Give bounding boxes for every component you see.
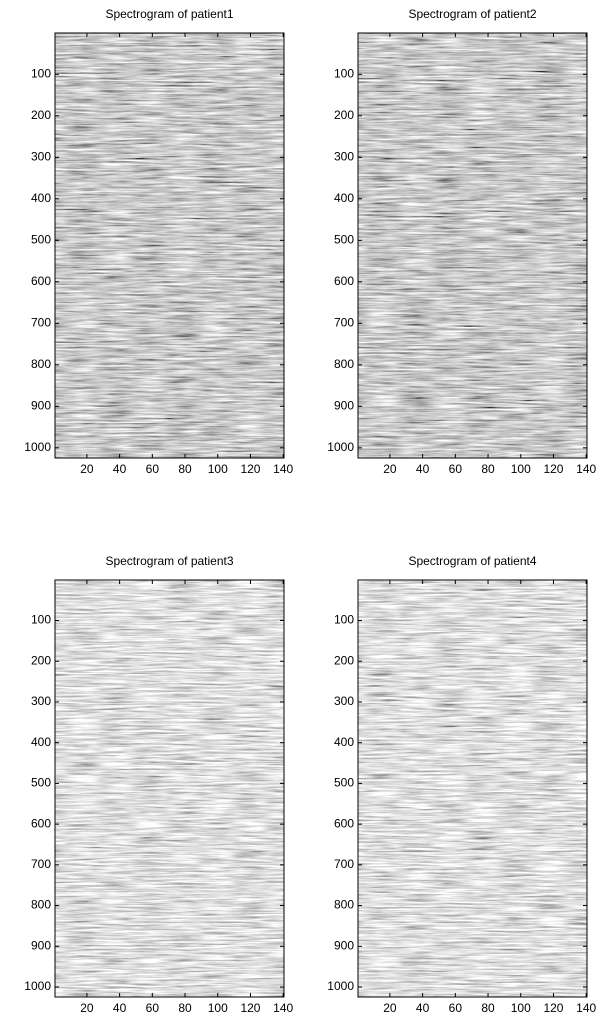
- x-tick-label: 100: [511, 462, 531, 476]
- x-tick-label: 60: [146, 1001, 160, 1015]
- x-tick-label: 100: [511, 1001, 531, 1015]
- y-tick-label: 800: [334, 357, 354, 371]
- y-tick-label: 800: [31, 898, 51, 912]
- axes-frame: [357, 579, 588, 998]
- subplot-title: Spectrogram of patient2: [408, 7, 536, 21]
- x-tick-label: 20: [383, 462, 397, 476]
- x-tick-label: 120: [240, 1001, 260, 1015]
- y-tick-label: 1000: [24, 440, 51, 454]
- y-tick-label: 800: [334, 898, 354, 912]
- x-tick-label: 40: [113, 1001, 127, 1015]
- x-tick-label: 140: [273, 1001, 293, 1015]
- x-tick-label: 80: [178, 462, 192, 476]
- x-tick-label: 140: [576, 462, 596, 476]
- y-tick-label: 400: [31, 735, 51, 749]
- y-tick-label: 800: [31, 357, 51, 371]
- y-tick-label: 1000: [327, 440, 354, 454]
- x-tick-label: 120: [543, 1001, 563, 1015]
- spectrogram-image: [55, 580, 284, 997]
- y-tick-label: 900: [334, 398, 354, 412]
- y-tick-label: 900: [31, 398, 51, 412]
- subplot-title: Spectrogram of patient1: [105, 7, 233, 21]
- x-tick-label: 40: [113, 462, 127, 476]
- y-tick-label: 300: [334, 694, 354, 708]
- y-tick-label: 1000: [327, 979, 354, 993]
- y-tick-label: 400: [31, 191, 51, 205]
- subplot: Spectrogram of patient1 100 200 300 400 500 60…: [24, 7, 293, 476]
- subplot: Spectrogram of patient3 100 200 300 400 500 60…: [24, 554, 293, 1015]
- x-tick-label: 40: [416, 1001, 430, 1015]
- x-tick-label: 100: [208, 462, 228, 476]
- y-tick-label: 100: [334, 66, 354, 80]
- axes-frame: [54, 579, 285, 998]
- x-tick-label: 20: [80, 1001, 94, 1015]
- subplot: Spectrogram of patient2 100 200 300 400 500 60…: [327, 7, 596, 476]
- x-tick-label: 120: [543, 462, 563, 476]
- x-tick-label: 20: [383, 1001, 397, 1015]
- x-tick-label: 80: [178, 1001, 192, 1015]
- y-tick-label: 500: [31, 776, 51, 790]
- y-tick-label: 300: [31, 694, 51, 708]
- y-tick-label: 200: [334, 108, 354, 122]
- y-tick-label: 100: [334, 613, 354, 627]
- y-tick-label: 700: [31, 857, 51, 871]
- spectrogram-image: [358, 33, 587, 458]
- subplot: Spectrogram of patient4 100 200 300 400 500 60…: [327, 554, 596, 1015]
- spectrogram-image: [358, 580, 587, 997]
- subplot-title: Spectrogram of patient3: [105, 554, 233, 568]
- x-tick-label: 140: [273, 462, 293, 476]
- spectrogram-image: [55, 33, 284, 458]
- y-tick-label: 500: [334, 776, 354, 790]
- y-tick-label: 700: [31, 315, 51, 329]
- x-tick-label: 40: [416, 462, 430, 476]
- y-tick-label: 400: [334, 735, 354, 749]
- y-tick-label: 900: [334, 938, 354, 952]
- y-tick-label: 300: [31, 149, 51, 163]
- y-tick-label: 1000: [24, 979, 51, 993]
- y-tick-label: 600: [334, 274, 354, 288]
- y-tick-label: 600: [31, 816, 51, 830]
- x-tick-label: 100: [208, 1001, 228, 1015]
- y-tick-label: 300: [334, 149, 354, 163]
- y-tick-label: 100: [31, 613, 51, 627]
- y-tick-label: 500: [31, 232, 51, 246]
- x-tick-label: 60: [146, 462, 160, 476]
- y-tick-label: 600: [334, 816, 354, 830]
- y-tick-label: 900: [31, 938, 51, 952]
- y-tick-label: 700: [334, 857, 354, 871]
- y-tick-label: 100: [31, 66, 51, 80]
- y-tick-label: 400: [334, 191, 354, 205]
- y-tick-label: 700: [334, 315, 354, 329]
- x-tick-label: 80: [481, 1001, 495, 1015]
- y-tick-label: 200: [31, 108, 51, 122]
- x-tick-label: 140: [576, 1001, 596, 1015]
- x-tick-label: 80: [481, 462, 495, 476]
- axes-frame: [357, 32, 588, 459]
- y-tick-label: 200: [31, 653, 51, 667]
- x-tick-label: 60: [449, 462, 463, 476]
- y-tick-label: 600: [31, 274, 51, 288]
- y-tick-label: 200: [334, 653, 354, 667]
- y-tick-label: 500: [334, 232, 354, 246]
- x-tick-label: 60: [449, 1001, 463, 1015]
- x-tick-label: 120: [240, 462, 260, 476]
- subplot-title: Spectrogram of patient4: [408, 554, 536, 568]
- axes-frame: [54, 32, 285, 459]
- x-tick-label: 20: [80, 462, 94, 476]
